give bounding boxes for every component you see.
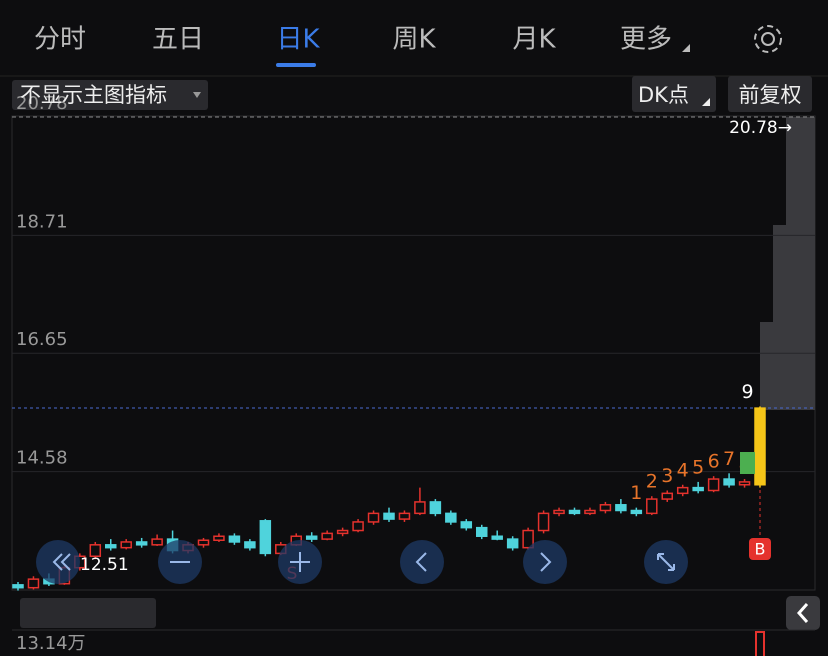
buy-label: B xyxy=(755,540,766,559)
candle-body xyxy=(584,509,596,515)
tab-indicator xyxy=(276,63,316,67)
nav-icon xyxy=(415,552,427,572)
caret xyxy=(193,92,201,98)
y-tick-label: 16.65 xyxy=(16,329,68,350)
td-label: 3 xyxy=(661,465,673,487)
candle-body xyxy=(135,541,148,546)
low-label: 12.51 xyxy=(80,555,129,575)
tab[interactable]: 分时 xyxy=(34,25,86,55)
candle-body xyxy=(151,538,163,546)
candle-body xyxy=(630,509,643,515)
candle-body xyxy=(707,478,720,492)
candle-body xyxy=(197,539,210,546)
candle-body xyxy=(491,535,503,540)
candle-body xyxy=(445,512,457,523)
candle-body xyxy=(476,526,488,537)
candle-body xyxy=(661,492,673,500)
td-label: 5 xyxy=(692,456,704,478)
candle-body xyxy=(522,529,534,549)
candle-body xyxy=(537,512,550,532)
y-tick-label: 14.58 xyxy=(16,448,68,469)
volume-max: 13.14万 xyxy=(16,633,86,654)
candle-body xyxy=(723,478,735,486)
nav-button[interactable] xyxy=(400,540,444,584)
candle-body xyxy=(398,512,411,520)
candle-body xyxy=(105,544,117,549)
candle-body xyxy=(553,509,565,515)
candle-body xyxy=(506,538,519,549)
candle-body xyxy=(460,521,473,529)
tab[interactable]: 更多 xyxy=(620,25,672,55)
candle-body xyxy=(120,541,132,549)
candle-body xyxy=(89,544,102,558)
nav-icon xyxy=(52,553,71,571)
td-label: 9 xyxy=(741,381,753,403)
td-label: 4 xyxy=(677,459,689,481)
candle-body xyxy=(12,584,24,589)
td-label: 6 xyxy=(708,451,720,473)
candle-body xyxy=(383,512,395,520)
nav-icon xyxy=(540,552,552,572)
candle-body xyxy=(367,512,380,523)
td-label: 1 xyxy=(630,482,642,504)
collapse-button[interactable] xyxy=(786,596,820,630)
tab[interactable]: 五日 xyxy=(152,25,204,55)
td-label: 2 xyxy=(646,471,658,493)
settings-icon[interactable] xyxy=(754,25,782,53)
candle-body xyxy=(244,541,256,549)
tab[interactable]: 周K xyxy=(392,25,436,55)
high-label: 20.78→ xyxy=(729,118,792,138)
candle-body xyxy=(429,501,442,515)
dk-label: DK点 xyxy=(638,83,689,107)
y-tick-label: 18.71 xyxy=(16,211,68,232)
candle-body xyxy=(738,481,751,486)
candle-body xyxy=(414,501,426,515)
candle-body xyxy=(228,535,241,543)
candle-body xyxy=(259,520,272,555)
nav-button[interactable] xyxy=(523,540,567,584)
candle-body xyxy=(568,509,581,515)
forecast-blocks xyxy=(760,117,815,410)
volume-last xyxy=(755,631,765,656)
nav-icon xyxy=(657,553,675,571)
caret xyxy=(702,98,710,106)
candle-body xyxy=(599,504,612,512)
fq-button[interactable] xyxy=(728,76,812,112)
candle-body xyxy=(692,486,704,492)
fq-label: 前复权 xyxy=(739,83,802,107)
candle-body xyxy=(305,535,318,540)
buy-badge xyxy=(749,538,771,560)
candle-body xyxy=(352,521,364,532)
indicator-select[interactable] xyxy=(12,80,208,110)
collapse-icon xyxy=(796,603,809,623)
tab[interactable]: 月K xyxy=(512,25,556,55)
y-tick-label: 20.78 xyxy=(16,93,68,114)
candle-body xyxy=(754,407,766,486)
volume-select[interactable] xyxy=(20,598,156,628)
candle-body xyxy=(213,535,225,541)
candle-body xyxy=(321,532,333,540)
candle-body xyxy=(336,529,349,535)
nav-button[interactable] xyxy=(36,540,80,584)
candle-body xyxy=(27,578,40,589)
tab[interactable]: 日K xyxy=(276,25,320,55)
tab-more-caret xyxy=(682,44,690,52)
nav-icon xyxy=(290,552,310,572)
candle-body xyxy=(615,504,627,512)
td-label: 7 xyxy=(723,448,735,470)
candle-body xyxy=(676,486,689,495)
td-badge xyxy=(740,452,755,474)
indicator-label: 不显示主图指标 xyxy=(20,83,167,107)
dk-button[interactable] xyxy=(632,76,716,112)
candle-body xyxy=(646,498,658,515)
